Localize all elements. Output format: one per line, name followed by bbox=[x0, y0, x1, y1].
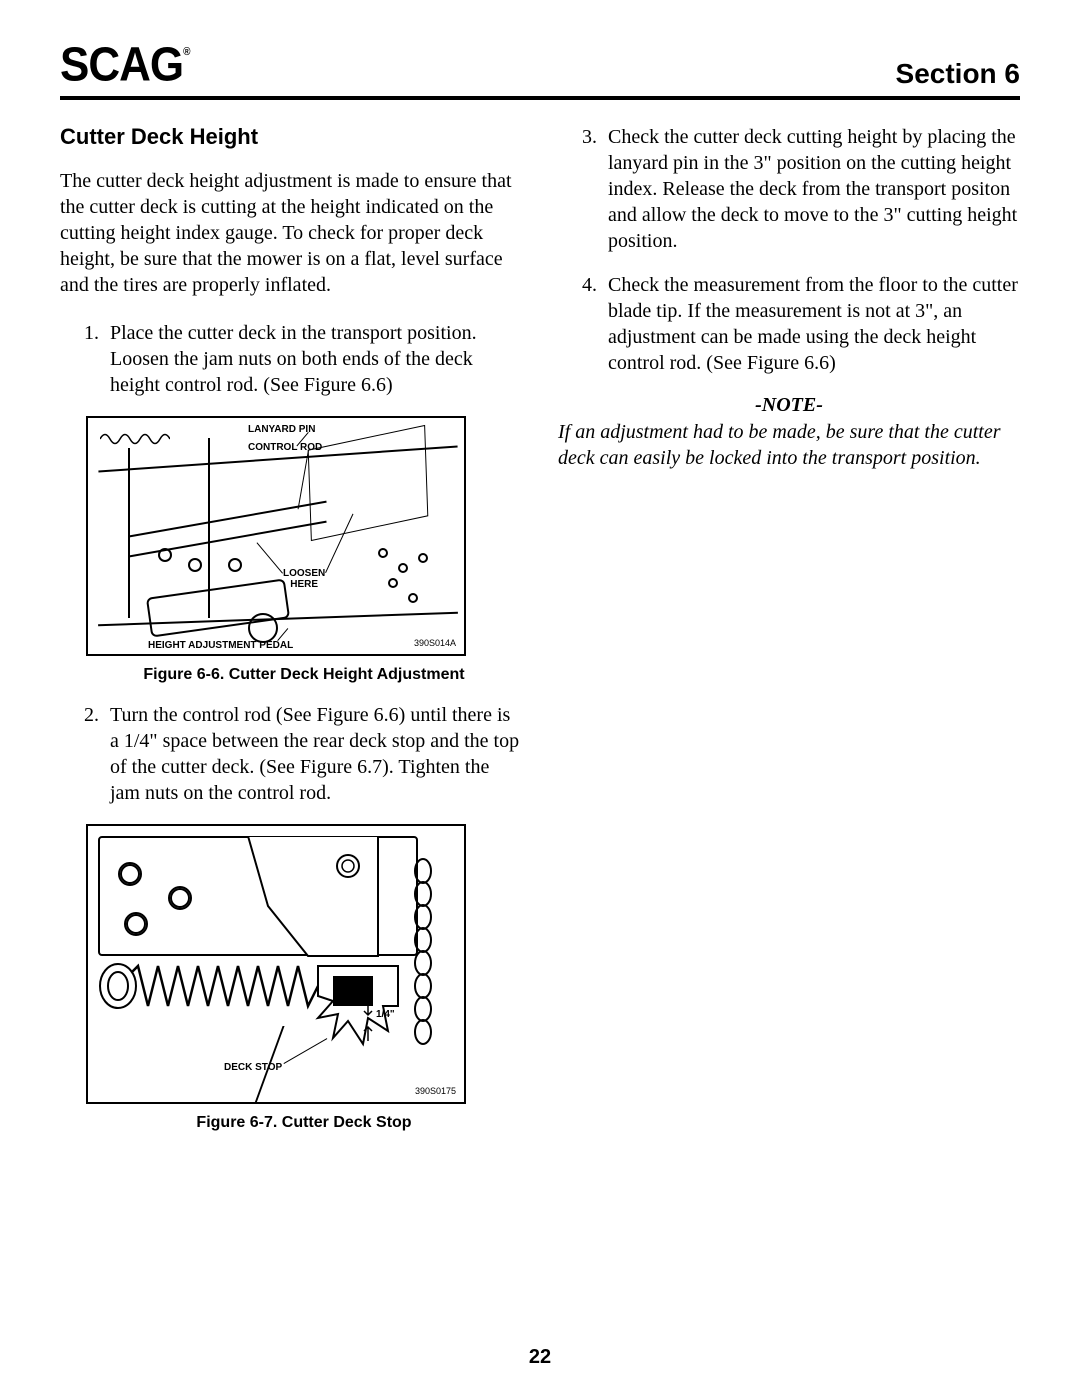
step-3: Check the cutter deck cutting height by … bbox=[602, 124, 1020, 254]
section-title: Cutter Deck Height bbox=[60, 124, 522, 150]
fig2-label-quarter: 1/4" bbox=[376, 1009, 395, 1020]
step-1: Place the cutter deck in the transport p… bbox=[104, 320, 522, 398]
steps-list-left-2: Turn the control rod (See Figure 6.6) un… bbox=[60, 702, 522, 806]
step-2: Turn the control rod (See Figure 6.6) un… bbox=[104, 702, 522, 806]
fig1-label-ref: 390S014A bbox=[414, 638, 456, 648]
figure-6-6: LANYARD PIN CONTROL ROD LOOSEN HERE HEIG… bbox=[86, 416, 522, 684]
page-number: 22 bbox=[0, 1346, 1080, 1369]
left-column: Cutter Deck Height The cutter deck heigh… bbox=[60, 124, 522, 1150]
content-columns: Cutter Deck Height The cutter deck heigh… bbox=[60, 124, 1020, 1150]
note-heading: -NOTE- bbox=[558, 394, 1020, 417]
page: SCAG® Section 6 Cutter Deck Height The c… bbox=[0, 0, 1080, 1397]
figure-6-7-image: 1/4" DECK STOP 390S0175 bbox=[86, 824, 466, 1104]
right-column: Check the cutter deck cutting height by … bbox=[558, 124, 1020, 1150]
logo-text: SCAG bbox=[60, 38, 183, 92]
brand-logo: SCAG® bbox=[60, 38, 190, 93]
intro-paragraph: The cutter deck height adjustment is mad… bbox=[60, 168, 522, 298]
section-label: Section 6 bbox=[896, 58, 1020, 90]
figure-6-6-image: LANYARD PIN CONTROL ROD LOOSEN HERE HEIG… bbox=[86, 416, 466, 656]
fig1-label-pedal: HEIGHT ADJUSTMENT PEDAL bbox=[148, 640, 293, 651]
fig1-label-controlrod: CONTROL ROD bbox=[248, 442, 322, 453]
figure-6-7-caption: Figure 6-7. Cutter Deck Stop bbox=[86, 1114, 522, 1132]
page-header: SCAG® Section 6 bbox=[60, 40, 1020, 100]
logo-trademark: ® bbox=[183, 46, 189, 58]
fig2-label-ref: 390S0175 bbox=[415, 1086, 456, 1096]
figure-6-6-caption: Figure 6-6. Cutter Deck Height Adjustmen… bbox=[86, 666, 522, 684]
note-body: If an adjustment had to be made, be sure… bbox=[558, 419, 1020, 471]
step-4: Check the measurement from the floor to … bbox=[602, 272, 1020, 376]
fig2-label-deckstop: DECK STOP bbox=[224, 1062, 282, 1073]
steps-list-left: Place the cutter deck in the transport p… bbox=[60, 320, 522, 398]
fig1-label-loosen: LOOSEN HERE bbox=[283, 568, 325, 590]
figure-6-7: 1/4" DECK STOP 390S0175 Figure 6-7. Cutt… bbox=[86, 824, 522, 1132]
steps-list-right: Check the cutter deck cutting height by … bbox=[558, 124, 1020, 376]
